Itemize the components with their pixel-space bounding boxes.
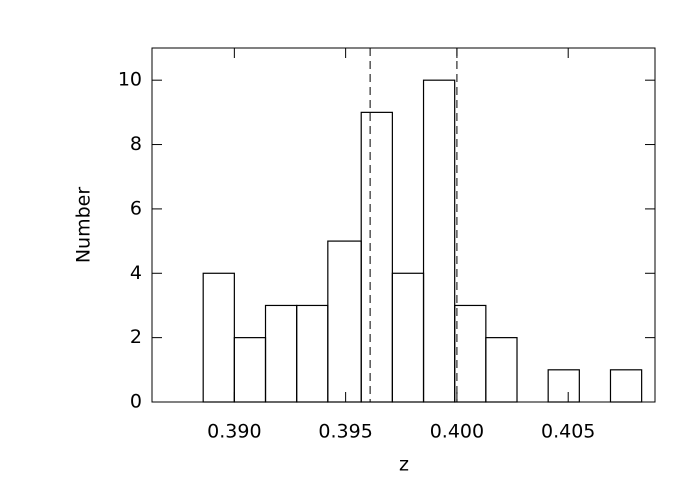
y-tick-label: 4 <box>130 262 142 284</box>
y-tick-label: 6 <box>130 197 142 219</box>
y-axis-label: Number <box>73 187 95 264</box>
histogram-bar <box>296 304 329 403</box>
x-tick-label: 0.395 <box>318 421 372 443</box>
histogram-bar <box>202 272 235 403</box>
y-tick-label: 10 <box>118 69 142 91</box>
histogram-bar <box>485 337 518 403</box>
x-axis-label: z <box>399 454 409 476</box>
histogram-bar <box>422 79 456 403</box>
y-tick-label: 8 <box>130 133 142 155</box>
histogram-bar <box>454 304 487 403</box>
x-tick-label: 0.405 <box>541 421 595 443</box>
histogram-bar <box>264 304 298 403</box>
plot-frame <box>151 47 656 403</box>
histogram-bar <box>391 272 425 403</box>
x-tick-label: 0.390 <box>207 421 261 443</box>
y-tick-label: 0 <box>130 391 142 413</box>
histogram-bar <box>327 240 362 403</box>
y-tick-label: 2 <box>130 326 142 348</box>
x-tick-label: 0.400 <box>430 421 484 443</box>
histogram-bar <box>233 337 267 403</box>
histogram-bar <box>609 369 643 403</box>
histogram-bar <box>360 111 393 403</box>
histogram-bar <box>547 369 580 403</box>
